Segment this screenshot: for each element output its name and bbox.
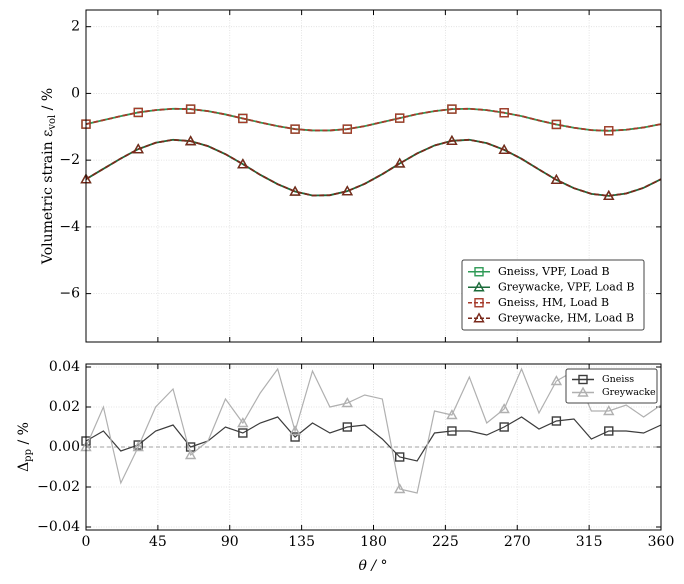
series bbox=[81, 416, 662, 462]
x-axis-label: θ / ° bbox=[358, 558, 387, 574]
marker bbox=[498, 403, 510, 414]
x-tick-label: 360 bbox=[648, 534, 675, 550]
legend-marker bbox=[577, 386, 589, 397]
x-tick-label: 270 bbox=[504, 534, 531, 550]
y-tick-label: −6 bbox=[59, 286, 80, 302]
marker bbox=[185, 104, 196, 114]
marker bbox=[132, 143, 144, 154]
marker bbox=[132, 441, 144, 452]
line bbox=[85, 416, 662, 462]
y-tick-label: 0.04 bbox=[49, 359, 80, 375]
legend-box bbox=[565, 368, 658, 404]
x-tick-label: 135 bbox=[288, 534, 315, 550]
legend-label: Greywacke, HM, Load B bbox=[498, 311, 634, 324]
marker bbox=[393, 157, 406, 168]
marker bbox=[341, 397, 354, 408]
y-label-unit: / % bbox=[40, 88, 56, 115]
y-label-unit: / % bbox=[16, 422, 32, 449]
y-tick-label: −0.04 bbox=[37, 519, 80, 535]
marker bbox=[551, 416, 562, 426]
x-tick-label: 45 bbox=[149, 534, 167, 550]
x-tick-label: 0 bbox=[82, 534, 91, 550]
marker bbox=[342, 422, 353, 432]
line bbox=[85, 367, 662, 494]
marker bbox=[342, 124, 353, 134]
legend-marker bbox=[474, 298, 484, 308]
y-tick-label: −0.02 bbox=[37, 479, 80, 495]
y-label-sub: vol bbox=[47, 115, 58, 131]
y-tick-label: 0.02 bbox=[49, 399, 80, 415]
y-label-main: Δ bbox=[16, 462, 32, 472]
marker bbox=[133, 440, 143, 450]
y-tick-label: 0.00 bbox=[49, 439, 80, 455]
y-tick-label: 0 bbox=[71, 85, 80, 101]
marker bbox=[446, 134, 458, 145]
legend-label: Gneiss, HM, Load B bbox=[498, 296, 609, 309]
y-tick-label: 2 bbox=[71, 19, 80, 35]
marker bbox=[237, 417, 249, 428]
y-label-sub: pp bbox=[23, 449, 34, 462]
x-tick-label: 315 bbox=[576, 534, 603, 550]
legend-marker bbox=[578, 374, 588, 385]
marker bbox=[184, 449, 197, 460]
axes-frame bbox=[85, 363, 662, 531]
marker bbox=[394, 113, 405, 123]
marker bbox=[498, 143, 510, 155]
marker bbox=[447, 104, 457, 114]
series bbox=[80, 367, 662, 494]
marker bbox=[499, 422, 509, 432]
marker bbox=[133, 107, 143, 118]
legend-label: Gneiss, VPF, Load B bbox=[498, 265, 610, 278]
marker bbox=[604, 426, 614, 436]
marker bbox=[603, 189, 615, 201]
legend-label: Greywacke, VPF, Load B bbox=[498, 280, 634, 293]
marker bbox=[551, 119, 562, 130]
marker bbox=[237, 158, 249, 169]
marker bbox=[184, 135, 197, 146]
marker bbox=[238, 113, 248, 124]
legend-label: Greywacke bbox=[602, 387, 656, 398]
marker bbox=[603, 405, 615, 416]
y-tick-label: −4 bbox=[59, 219, 80, 235]
line bbox=[85, 107, 662, 132]
y-tick-label: −2 bbox=[59, 152, 80, 168]
series bbox=[80, 134, 662, 201]
legend-marker bbox=[473, 281, 485, 292]
legend-box bbox=[461, 259, 645, 331]
marker bbox=[550, 173, 563, 185]
x-tick-label: 225 bbox=[432, 534, 459, 550]
legend-marker bbox=[474, 267, 484, 277]
marker bbox=[394, 452, 405, 462]
marker bbox=[393, 483, 406, 494]
legend-marker bbox=[473, 312, 485, 323]
y-axis-label: Volumetric strain εvol / % bbox=[40, 88, 58, 265]
marker bbox=[447, 426, 457, 436]
series bbox=[81, 104, 662, 136]
line bbox=[85, 138, 662, 197]
marker bbox=[289, 185, 301, 196]
axes-frame bbox=[85, 9, 662, 343]
marker bbox=[499, 108, 509, 118]
x-tick-label: 180 bbox=[360, 534, 387, 550]
marker bbox=[289, 425, 301, 436]
marker bbox=[238, 428, 248, 438]
marker bbox=[446, 409, 458, 420]
marker bbox=[290, 124, 300, 134]
marker bbox=[341, 185, 354, 196]
y-axis-label: Δpp / % bbox=[16, 422, 34, 472]
marker bbox=[604, 126, 614, 136]
line bbox=[85, 107, 662, 132]
x-tick-label: 90 bbox=[221, 534, 239, 550]
series bbox=[80, 134, 662, 201]
marker bbox=[550, 375, 563, 386]
legend-label: Gneiss bbox=[602, 374, 634, 385]
y-label-main: Volumetric strain ε bbox=[40, 130, 56, 265]
